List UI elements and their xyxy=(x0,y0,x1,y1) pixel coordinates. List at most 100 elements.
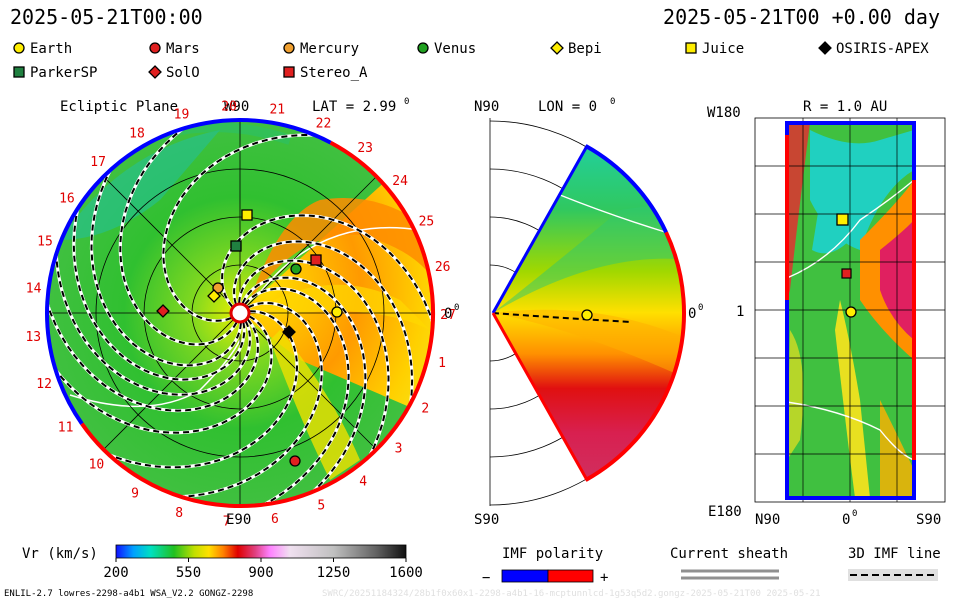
carrington-label-17: 17 xyxy=(90,155,106,170)
carrington-label-23: 23 xyxy=(357,141,373,156)
mer-rim-north-edge xyxy=(491,145,589,314)
sphere-x-label-0: 0 xyxy=(842,512,850,528)
lon-degree-mark: 0 xyxy=(610,97,615,107)
field-line-13 xyxy=(162,133,318,322)
field-line-12 xyxy=(119,126,238,346)
colorbar-tick-label-200: 200 xyxy=(103,565,128,581)
ecliptic-parkersp-marker xyxy=(230,240,242,252)
colorbar-label: Vr (km/s) xyxy=(22,546,98,562)
sphere-top-label: W180 xyxy=(707,105,741,121)
carrington-label-22: 22 xyxy=(316,117,332,132)
rim-negative-arc xyxy=(45,118,332,425)
ecliptic-polarity-rim xyxy=(45,118,435,509)
imf-line-bg xyxy=(848,569,938,581)
current-sheath-label: Current sheath xyxy=(670,546,788,562)
mer-rim-south-edge xyxy=(491,312,589,481)
legend-juice-icon xyxy=(685,42,697,54)
ecliptic-osiris-apex-marker xyxy=(282,325,296,339)
colorbar-ticks: 200 550 900 1250 1600 xyxy=(103,558,423,581)
meridional-polarity-rim xyxy=(491,144,686,482)
legend-venus-icon xyxy=(417,42,429,54)
carrington-label-12: 12 xyxy=(36,377,52,392)
colorbar-tick-label-550: 550 xyxy=(176,565,201,581)
sphere-title: R = 1.0 AU xyxy=(803,99,887,115)
legend-parkersp-label: ParkerSP xyxy=(30,65,97,81)
legend-parkersp-icon xyxy=(13,66,25,78)
field-line-0 xyxy=(221,214,433,326)
field-line-10 xyxy=(72,205,246,381)
legend-venus-label: Venus xyxy=(434,41,476,57)
current-sheath-key: Current sheath xyxy=(670,546,788,580)
lon-label: LON = 0 xyxy=(538,99,597,115)
field-line-7 xyxy=(53,315,273,434)
legend-mars-label: Mars xyxy=(166,41,200,57)
imf-polarity-label: IMF polarity xyxy=(502,546,603,562)
legend-osiris-apex-icon xyxy=(818,41,832,55)
carrington-label-26: 26 xyxy=(435,260,451,275)
field-line-4 xyxy=(244,287,350,506)
lat-degree-mark: 0 xyxy=(404,97,409,107)
legend-bepi-label: Bepi xyxy=(568,41,602,57)
ecliptic-title: Ecliptic Plane xyxy=(60,99,178,115)
meridional-right-deg: 0 xyxy=(698,303,703,313)
colorbar: Vr (km/s) 200 550 900 1250 1600 xyxy=(22,544,423,581)
lat-label: LAT = 2.99 xyxy=(312,99,396,115)
ecliptic-mercury-marker xyxy=(212,282,224,294)
meridional-earth-marker xyxy=(581,309,593,321)
sphere-x-label-s90: S90 xyxy=(916,512,941,528)
sphere-x-label-deg: 0 xyxy=(852,509,857,519)
carrington-label-7: 7 xyxy=(223,515,231,530)
field-line-11 xyxy=(90,167,242,367)
sphere-earth-marker xyxy=(845,306,857,318)
carrington-label-16: 16 xyxy=(59,192,75,207)
field-line-9 xyxy=(55,251,252,396)
sphere-stereo-a-marker xyxy=(841,268,852,279)
legend-bepi-icon xyxy=(550,41,564,55)
carrington-label-9: 9 xyxy=(131,487,139,502)
legend-stereo-a-label: Stereo_A xyxy=(300,65,368,81)
field-line-6 xyxy=(106,310,299,469)
ecliptic-juice-marker xyxy=(241,209,253,221)
carrington-label-20: 20 xyxy=(221,99,237,114)
field-line-8 xyxy=(47,300,259,412)
ecliptic-bepi-marker xyxy=(207,289,221,303)
carrington-label-5: 5 xyxy=(317,499,325,514)
carrington-label-18: 18 xyxy=(129,126,145,141)
ecliptic-right-deg: 0 xyxy=(454,303,459,313)
meridional-bottom-label: S90 xyxy=(474,512,499,528)
sphere-polarity-border xyxy=(785,121,916,500)
field-line-2 xyxy=(238,259,390,459)
sun-marker xyxy=(229,302,251,324)
legend-osiris-apex-label: OSIRIS-APEX xyxy=(836,41,929,57)
carrington-label-2: 2 xyxy=(421,401,429,416)
sphere-bottom-label: E180 xyxy=(708,504,742,520)
ecliptic-right-label: 0 xyxy=(444,306,452,322)
meridional-right-label: 0 xyxy=(688,306,696,322)
carrington-label-19: 19 xyxy=(174,107,190,122)
legend-stereo-a-icon xyxy=(283,66,295,78)
ecliptic-venus-marker xyxy=(290,263,302,275)
ecliptic-solo-marker xyxy=(156,304,170,318)
imf-negative-swatch xyxy=(501,569,549,583)
ecliptic-top-label: W90 xyxy=(224,99,249,115)
imf-polarity-plus: + xyxy=(600,570,608,586)
carrington-label-6: 6 xyxy=(271,512,279,527)
date-left: 2025-05-21T00:00 xyxy=(10,5,203,29)
imf-line-key: 3D IMF line xyxy=(848,546,941,581)
sphere-vr-map xyxy=(787,123,914,498)
sphere-juice-marker xyxy=(836,213,849,226)
meridional-panel: N90 LON = 0 0 0 0 S90 xyxy=(474,97,703,528)
carrington-label-13: 13 xyxy=(25,330,41,345)
carrington-label-21: 21 xyxy=(269,102,285,117)
carrington-label-25: 25 xyxy=(419,215,435,230)
carrington-label-27: 27 xyxy=(440,308,456,323)
imf-field-lines xyxy=(47,125,433,506)
legend-solo-icon xyxy=(148,65,162,79)
sphere-mid-label: 1 xyxy=(736,304,744,320)
carrington-label-15: 15 xyxy=(37,235,53,250)
field-line-1 xyxy=(233,240,414,406)
colorbar-tick-label-1600: 1600 xyxy=(389,565,423,581)
mer-rim-north-arc xyxy=(584,144,668,234)
ecliptic-earth-marker xyxy=(331,306,343,318)
